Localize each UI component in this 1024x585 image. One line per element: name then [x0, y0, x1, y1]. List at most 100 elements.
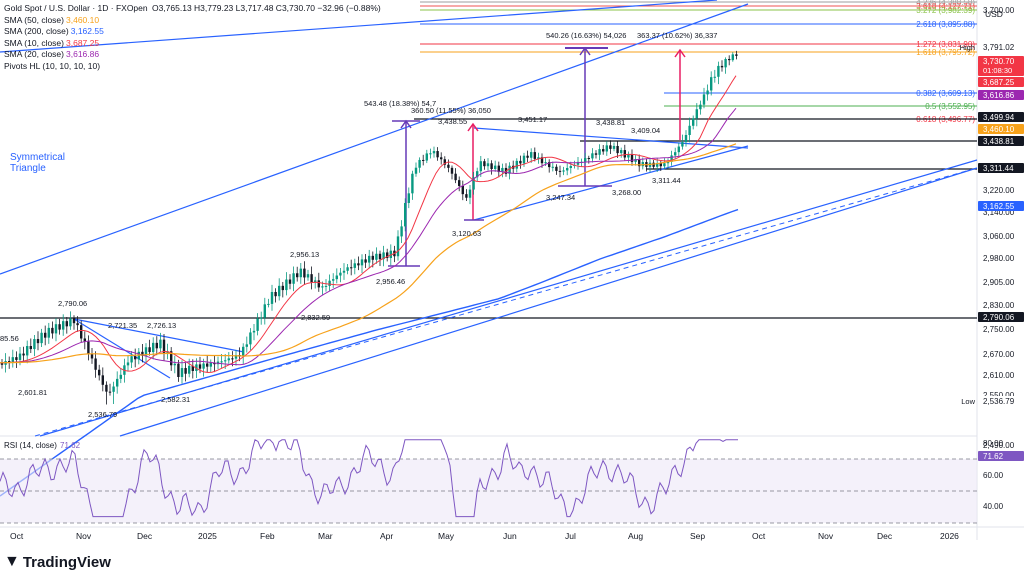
price-tag [978, 163, 1024, 173]
candle-body [357, 263, 360, 266]
candle-body [224, 360, 227, 362]
candle-body [674, 152, 677, 156]
candle-body [317, 280, 320, 288]
time-axis-label: 2026 [940, 531, 959, 541]
candle-body [501, 167, 504, 173]
candle-body [29, 346, 32, 350]
candle-body [152, 342, 155, 353]
price-axis-label: 3,700.00 [983, 6, 1015, 15]
candle-body [706, 90, 709, 95]
candle-body [285, 279, 288, 291]
candle-body [101, 375, 104, 385]
candle-body [155, 342, 158, 349]
candle-body [436, 151, 439, 158]
candle-body [141, 351, 144, 356]
pivot-label: 2,601.81 [18, 388, 47, 397]
time-axis-label: May [438, 531, 455, 541]
candle-body [36, 339, 40, 344]
candle-body [220, 361, 223, 363]
pivot-label: 2,721.35 [108, 321, 137, 330]
candle-body [494, 165, 497, 170]
candle-body [206, 363, 209, 367]
candle-body [414, 167, 418, 174]
candle-body [69, 318, 72, 327]
countdown-label: 01:08:30 [983, 66, 1012, 75]
tradingview-logo[interactable]: ▼ TradingView [4, 553, 111, 571]
indicator-row[interactable]: Pivots HL (10, 10, 10, 10) [4, 61, 381, 73]
measure-label: 363.37 (10.62%) 36,337 [637, 31, 717, 40]
price-tag-label: 3,616.86 [983, 91, 1015, 100]
measure-arrow-head [400, 119, 412, 129]
indicator-row[interactable]: SMA (200, close) 3,162.55 [4, 26, 381, 38]
candle-body [270, 291, 274, 304]
price-tag-label: 2,790.06 [983, 313, 1015, 322]
pivot-label: 2,582.31 [161, 395, 190, 404]
candle-body [26, 346, 29, 356]
price-axis-label: 3,220.00 [983, 186, 1015, 195]
candle-body [418, 159, 421, 168]
price-tag-label: 3,311.44 [983, 164, 1014, 173]
measure-label: 360.50 (11.55%) 36,050 [411, 106, 491, 115]
candle-body [540, 157, 544, 164]
candle-body [627, 154, 630, 158]
candle-body [396, 236, 400, 257]
trend-line [39, 159, 978, 437]
candle-body [134, 356, 137, 360]
candle-body [702, 94, 706, 105]
price-tag-label: 3,460.10 [983, 125, 1015, 134]
candle-body [8, 361, 11, 363]
price-tag-label: 3,791.02 [983, 43, 1015, 52]
candle-body [130, 356, 133, 363]
candle-body [555, 166, 558, 171]
candle-body [659, 163, 662, 167]
candle-body [598, 149, 601, 155]
fib-level-label: 3.618 (4,127.71) [916, 2, 975, 11]
measure-arrow-head [579, 46, 591, 56]
candle-body [324, 285, 328, 287]
pivot-label: 3,120.63 [452, 229, 481, 238]
candle-body [486, 163, 490, 167]
candle-body [346, 267, 349, 271]
candle-body [458, 180, 461, 186]
candle-body [720, 65, 724, 68]
indicator-row[interactable]: SMA (20, close) 3,616.86 [4, 49, 381, 61]
candle-body [342, 270, 346, 273]
candle-body [234, 355, 238, 359]
indicator-row[interactable]: SMA (50, close) 3,460.10 [4, 15, 381, 27]
candle-body [112, 386, 115, 392]
indicator-row[interactable]: SMA (10, close) 3,687.25 [4, 38, 381, 50]
price-axis-label: 2,750.00 [983, 325, 1015, 334]
candle-body [587, 158, 590, 160]
candle-body [231, 358, 234, 360]
price-tag-label: 3,162.55 [983, 202, 1015, 211]
price-tag-label: 3,499.94 [983, 113, 1015, 122]
candle-body [692, 118, 695, 126]
candle-body [299, 268, 302, 278]
candle-body [256, 318, 259, 331]
rsi-title: RSI (14, close) [4, 441, 57, 450]
candle-body [551, 166, 554, 168]
candle-body [368, 255, 371, 263]
candle-body [0, 362, 4, 365]
candle-body [591, 153, 594, 159]
measure-arrow-head [467, 122, 479, 132]
indicator-value: 3,460.10 [66, 14, 100, 25]
price-tag [978, 56, 1024, 76]
candle-body [22, 353, 25, 356]
candle-body [184, 368, 187, 374]
candle-body [699, 104, 702, 110]
candle-body [483, 161, 486, 167]
candle-body [731, 54, 734, 61]
tradingview-mark-icon: ▼ [4, 553, 20, 570]
candle-body [616, 145, 619, 154]
indicator-label: SMA (20, close) [4, 49, 64, 59]
candle-body [630, 154, 634, 162]
candle-body [548, 162, 551, 168]
indicator-value: 3,616.86 [66, 49, 100, 59]
candle-body [44, 332, 47, 338]
candle-body [33, 339, 36, 350]
candle-body [558, 170, 562, 172]
candle-body [249, 332, 252, 345]
indicator-value: 3,687.25 [66, 37, 100, 48]
